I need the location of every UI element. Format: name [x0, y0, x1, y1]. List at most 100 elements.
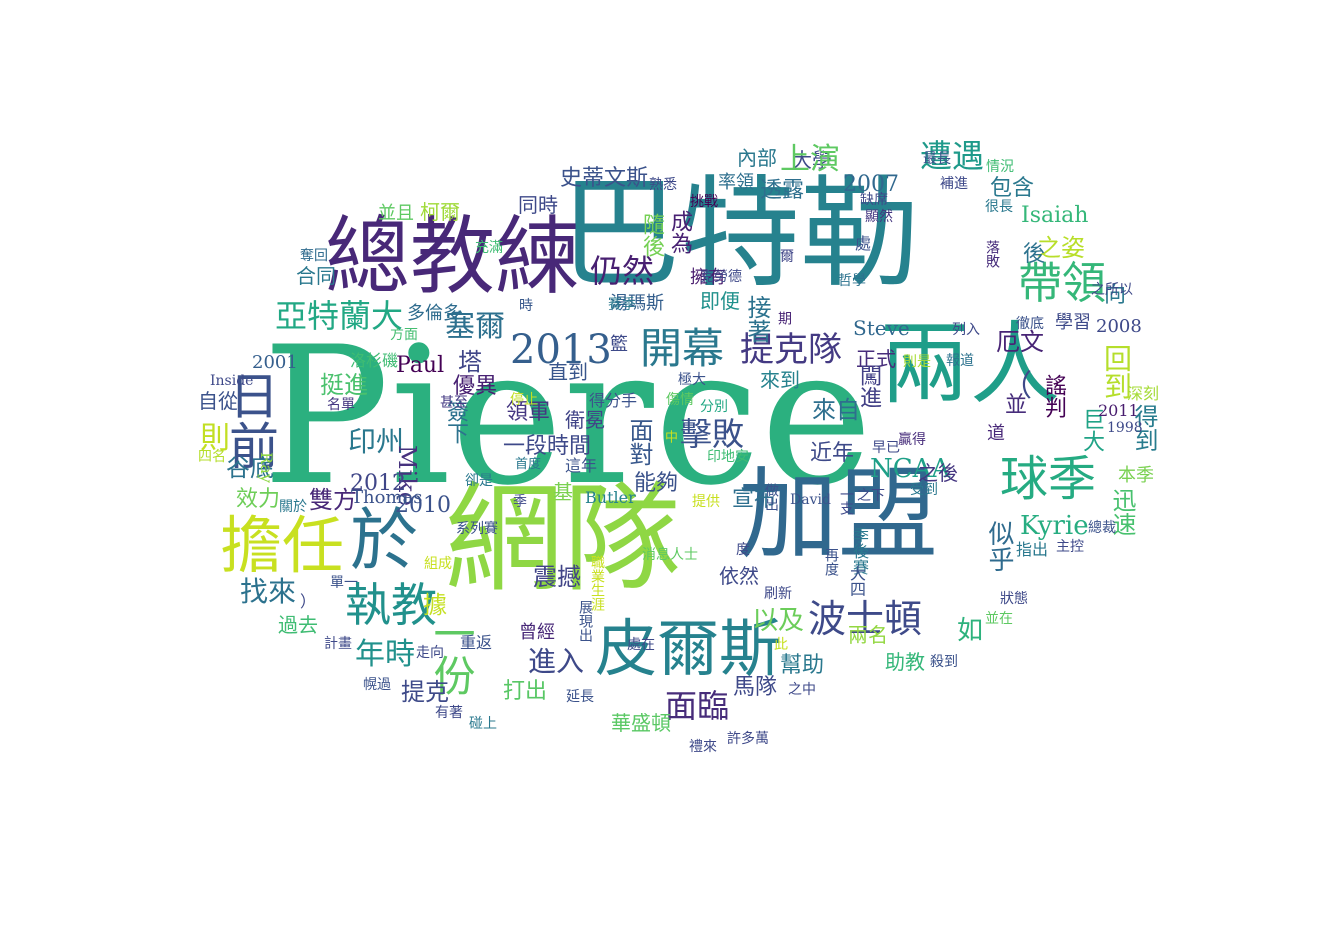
cloud-word: 展現出 — [577, 600, 593, 642]
cloud-word: 得分手 — [589, 391, 638, 410]
cloud-word: 首度 — [515, 457, 542, 472]
cloud-word: 2011 — [1098, 401, 1139, 420]
cloud-word: 則 — [200, 421, 230, 456]
cloud-word: 賽季 — [608, 297, 636, 313]
cloud-word: 1998 — [1107, 420, 1143, 436]
cloud-word: 印地安 — [707, 449, 749, 465]
cloud-word: 帶領 — [1018, 258, 1106, 309]
cloud-word: 年時 — [355, 637, 415, 672]
cloud-word: 正式 — [856, 347, 896, 371]
cloud-word: 2008 — [1096, 316, 1142, 337]
cloud-word: 做出 — [763, 483, 779, 511]
cloud-word: 列入 — [952, 322, 980, 338]
cloud-word: 助教 — [885, 650, 925, 674]
cloud-word: 馬隊 — [733, 675, 778, 700]
cloud-word: 名單 — [327, 397, 355, 413]
cloud-word: Steve — [853, 316, 910, 340]
cloud-word: 迅速 — [1108, 488, 1136, 536]
cloud-word: 並 — [1005, 393, 1028, 418]
cloud-word: 擊敗 — [680, 415, 745, 453]
cloud-word: 擁有 — [690, 267, 726, 288]
cloud-word: 挺進 — [320, 371, 368, 399]
cloud-word: 依然 — [719, 564, 759, 588]
cloud-word: 2010 — [395, 493, 451, 518]
cloud-word: 進入 — [528, 645, 585, 678]
cloud-word: 巴特勒 — [560, 165, 920, 304]
cloud-word: 系列賽 — [456, 521, 498, 537]
cloud-word: 厄文 — [996, 328, 1044, 356]
cloud-word: 包含 — [990, 176, 1035, 201]
cloud-word: 加盟 — [738, 456, 938, 573]
cloud-word: 日前 — [221, 370, 279, 470]
cloud-word: 曾經 — [519, 622, 555, 643]
cloud-word: 來到 — [760, 368, 800, 392]
cloud-word: Butler — [585, 488, 636, 507]
cloud-word: 本季 — [1118, 465, 1154, 486]
cloud-word: 主控 — [1056, 539, 1084, 555]
cloud-word: 關於 — [279, 499, 307, 515]
cloud-word: 向 — [1104, 283, 1127, 308]
cloud-word: 總教練 — [325, 208, 581, 307]
cloud-word: 即便 — [700, 289, 740, 313]
cloud-word: 遭遇 — [920, 137, 985, 175]
cloud-word: 開幕 — [640, 324, 725, 373]
cloud-word: ） — [300, 592, 317, 611]
cloud-word: 近年 — [810, 441, 855, 466]
cloud-word: 籃 — [607, 334, 628, 352]
cloud-word: 狀態 — [1000, 591, 1028, 607]
cloud-word: 報道 — [946, 353, 974, 369]
cloud-word: 率領 — [718, 172, 754, 193]
cloud-word: 分別 — [700, 399, 728, 415]
cloud-word: 提克 — [401, 678, 449, 706]
cloud-word: 洛杉磯 — [350, 351, 399, 370]
cloud-word: 打出 — [503, 679, 548, 704]
cloud-word: 以及 — [752, 606, 805, 636]
cloud-word: 再度 — [823, 548, 839, 576]
cloud-word: （ — [1002, 369, 1032, 404]
cloud-word: 很長 — [985, 199, 1013, 215]
cloud-word: 卻是 — [465, 473, 493, 489]
cloud-word: 兩名 — [848, 623, 888, 647]
cloud-word: 巨大 — [1079, 408, 1104, 452]
cloud-word: 之下 — [857, 488, 885, 504]
cloud-word: 贏得 — [898, 432, 926, 448]
cloud-word: 亞特蘭大 — [275, 297, 404, 335]
cloud-word: 2013 — [510, 327, 612, 373]
cloud-word: 過去 — [278, 613, 318, 637]
cloud-word: 簽下 — [443, 400, 468, 444]
cloud-word: 史蒂文斯 — [560, 166, 649, 191]
cloud-word: 道 — [987, 423, 1005, 444]
cloud-word: 處 — [855, 234, 872, 253]
cloud-word: 禮來 — [689, 739, 717, 755]
cloud-word: 走向 — [416, 645, 444, 661]
cloud-word: 度 — [736, 542, 750, 558]
cloud-word: 多倫多 — [407, 303, 461, 324]
cloud-word: 殺到 — [930, 654, 958, 670]
cloud-word: 雙方 — [309, 486, 357, 514]
cloud-word: 湯瑪斯 — [610, 293, 664, 314]
cloud-word: 塔 — [458, 348, 482, 376]
cloud-word: 最長 — [923, 151, 951, 167]
cloud-word: 塞爾 — [445, 309, 505, 344]
cloud-word: 重返 — [460, 633, 493, 652]
cloud-word: 傷情 — [666, 392, 694, 408]
cloud-word: 期 — [776, 311, 792, 325]
cloud-word: 基 — [553, 480, 573, 504]
cloud-word: Inside — [210, 373, 254, 389]
cloud-word: 奪回 — [300, 248, 328, 264]
cloud-word: 四名 — [198, 449, 226, 465]
cloud-word: 來自 — [812, 396, 860, 424]
cloud-word: 深刻 — [1127, 384, 1160, 403]
cloud-word: 中 — [662, 430, 677, 443]
cloud-word: 落敗 — [984, 240, 1000, 268]
cloud-word: David — [790, 492, 831, 508]
cloud-word: 似乎 — [984, 520, 1014, 572]
cloud-word: 總裁 — [1088, 520, 1116, 536]
cloud-word: 並且 — [378, 203, 414, 224]
cloud-word: NCAA — [870, 454, 951, 484]
cloud-word: 並在 — [985, 611, 1013, 627]
cloud-word: 消息人士 — [642, 547, 698, 563]
cloud-word: 內部 — [737, 146, 777, 170]
cloud-word: 顯然 — [865, 209, 893, 225]
